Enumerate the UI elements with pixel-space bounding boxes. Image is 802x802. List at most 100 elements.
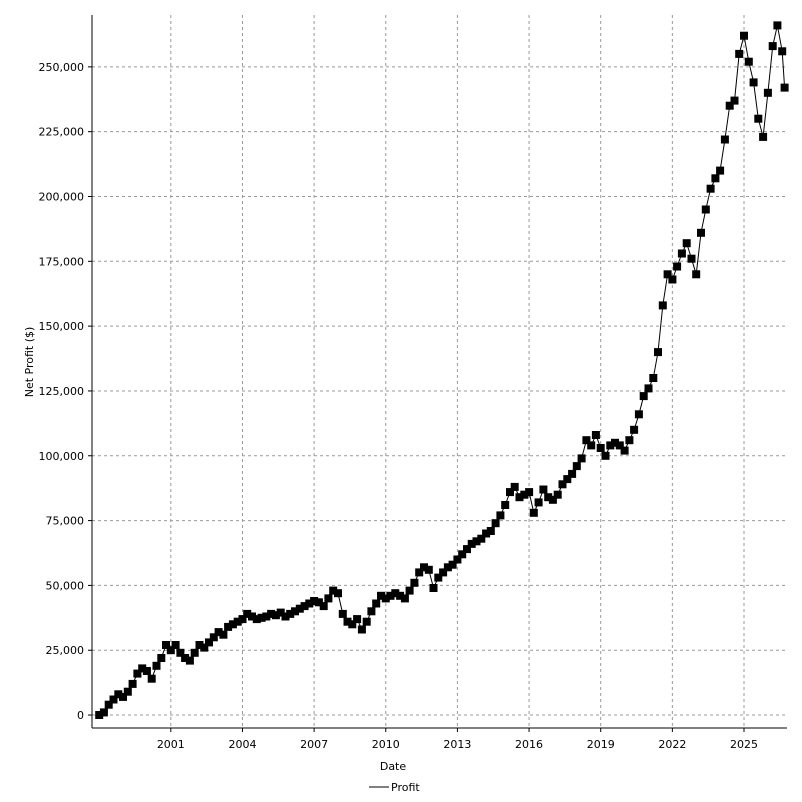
data-point xyxy=(386,591,395,600)
data-point xyxy=(568,469,577,478)
y-tick-label: 100,000 xyxy=(39,450,85,463)
data-point xyxy=(372,599,381,608)
data-point xyxy=(763,88,772,97)
data-point xyxy=(577,454,586,463)
x-tick-label: 2025 xyxy=(730,738,758,751)
data-point xyxy=(248,612,256,621)
data-point xyxy=(119,692,127,701)
data-point xyxy=(644,384,653,393)
data-point xyxy=(233,617,242,626)
data-point xyxy=(553,490,562,499)
data-point xyxy=(147,674,156,683)
data-point xyxy=(420,563,428,572)
data-point xyxy=(725,101,734,110)
data-point xyxy=(324,594,333,603)
data-point xyxy=(453,555,462,564)
y-tick-label: 250,000 xyxy=(39,61,85,74)
y-tick-label: 125,000 xyxy=(39,385,85,398)
x-tick-label: 2013 xyxy=(443,738,471,751)
data-point xyxy=(200,643,209,652)
data-point xyxy=(353,615,362,624)
data-point xyxy=(109,695,118,704)
data-point xyxy=(780,83,789,92)
data-point xyxy=(582,436,591,445)
data-point xyxy=(587,441,596,450)
data-point xyxy=(529,508,538,517)
data-point xyxy=(166,646,175,655)
data-point xyxy=(773,21,782,30)
data-point xyxy=(439,568,448,577)
data-point xyxy=(219,630,228,639)
legend-label-profit: Profit xyxy=(391,781,420,794)
data-point xyxy=(601,451,610,460)
data-point xyxy=(525,488,534,497)
y-tick-label: 75,000 xyxy=(46,515,85,528)
data-point xyxy=(558,480,567,489)
data-point xyxy=(128,679,137,688)
data-point xyxy=(467,539,476,548)
y-tick-label: 0 xyxy=(77,709,84,722)
data-point xyxy=(687,254,696,263)
data-point xyxy=(123,687,132,696)
data-point xyxy=(749,78,758,87)
data-point xyxy=(706,184,715,193)
data-point xyxy=(162,641,170,649)
data-point xyxy=(501,501,510,509)
data-point xyxy=(668,275,677,284)
data-point xyxy=(362,617,371,626)
data-point xyxy=(319,602,328,611)
data-point xyxy=(701,205,710,214)
data-point xyxy=(281,612,290,621)
data-point xyxy=(377,591,385,600)
data-point xyxy=(443,563,452,572)
data-point xyxy=(224,622,233,631)
data-point xyxy=(673,262,682,271)
legend: Profit xyxy=(369,781,420,794)
data-point xyxy=(458,550,467,559)
data-point xyxy=(620,446,629,455)
data-point xyxy=(768,42,777,51)
data-point xyxy=(267,609,276,618)
data-point xyxy=(314,598,323,607)
grid-lines xyxy=(92,15,787,728)
data-point xyxy=(448,560,457,569)
data-point xyxy=(606,441,615,450)
data-point xyxy=(539,485,548,494)
data-point xyxy=(611,438,619,447)
data-point xyxy=(305,599,314,608)
x-tick-label: 2022 xyxy=(658,738,686,751)
data-point xyxy=(482,529,491,538)
data-point xyxy=(228,620,237,629)
data-point xyxy=(357,625,366,634)
data-point xyxy=(157,654,166,662)
data-point xyxy=(295,604,304,613)
data-point xyxy=(625,436,634,445)
data-point xyxy=(334,589,342,598)
data-point xyxy=(677,249,686,258)
data-point xyxy=(429,584,438,592)
data-point xyxy=(338,609,347,618)
data-point xyxy=(491,519,500,528)
data-point xyxy=(286,609,295,618)
x-tick-label: 2004 xyxy=(228,738,256,751)
data-point xyxy=(596,444,605,452)
data-point xyxy=(424,565,433,574)
data-point xyxy=(214,628,223,637)
data-point xyxy=(515,493,524,502)
data-point xyxy=(252,615,261,624)
data-point xyxy=(410,578,419,587)
data-point xyxy=(744,57,753,66)
data-point xyxy=(591,431,600,439)
x-axis-title: Date xyxy=(380,760,407,773)
data-point xyxy=(171,641,180,649)
data-point xyxy=(405,586,414,595)
data-point xyxy=(209,633,218,642)
data-point xyxy=(682,239,691,248)
data-point xyxy=(735,49,744,58)
data-point xyxy=(142,667,151,675)
x-tick-label: 2010 xyxy=(372,738,400,751)
data-point xyxy=(114,690,123,699)
series-line-profit xyxy=(98,25,786,716)
data-point xyxy=(615,441,624,450)
data-point xyxy=(391,589,400,598)
